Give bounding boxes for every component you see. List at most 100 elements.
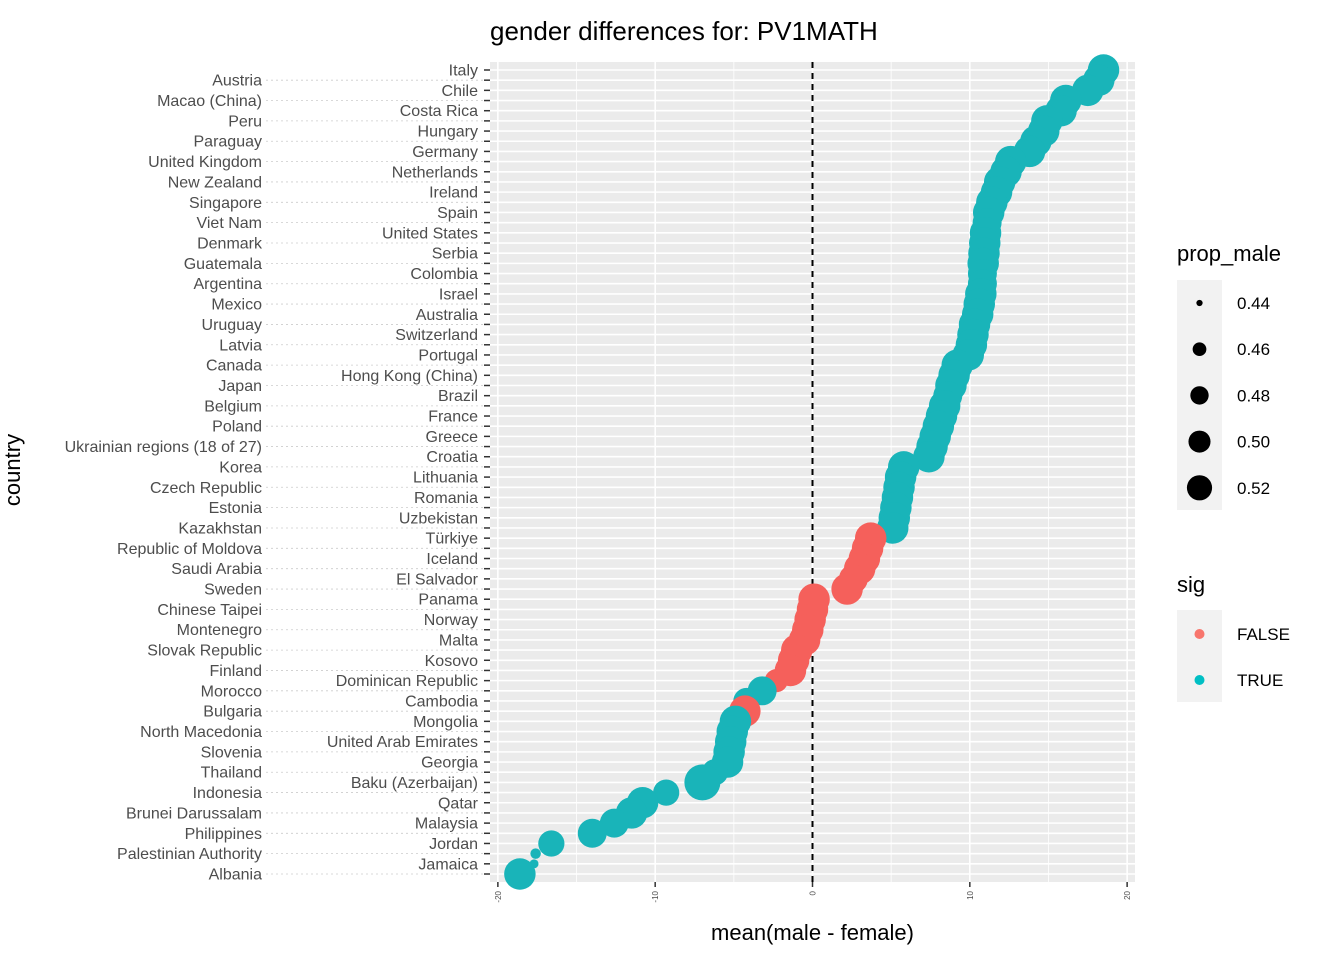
legend-size-title: prop_male [1177,241,1281,266]
legend-size-label: 0.48 [1237,386,1270,405]
legend-size-key [1188,430,1211,453]
y-tick-label: Ukrainian regions (18 of 27) [65,439,262,456]
legend-size-key [1186,475,1213,501]
y-tick-label: Serbia [432,246,478,263]
y-tick-label: Macao (China) [157,93,262,110]
x-tick-label: -20 [494,890,503,902]
data-point: Malaysia [599,808,629,838]
y-tick-label: El Salvador [396,571,478,588]
y-tick-label: Hong Kong (China) [341,368,478,385]
legend-color-title: sig [1177,572,1205,597]
y-tick-label: Dominican Republic [336,673,478,690]
legend-color-label: TRUE [1237,671,1283,690]
y-tick-label: Saudi Arabia [171,561,262,578]
y-tick-label: Slovak Republic [147,643,262,660]
legend-size-key [1196,299,1203,307]
y-tick-label: North Macedonia [140,724,262,741]
y-tick-label: Denmark [197,236,263,253]
y-tick-label: Czech Republic [150,480,262,497]
y-tick-label: Ireland [429,185,478,202]
y-axis-labels: Italy Austria Chile Macao (China) Costa Rica… [65,63,490,884]
data-point: Sweden [831,573,863,605]
legend-size-label: 0.46 [1237,340,1270,359]
y-tick-label: Chile [442,83,479,100]
y-tick-label: Kosovo [425,653,478,670]
y-tick-label: Mexico [211,297,262,314]
legend-size-label: 0.50 [1237,433,1270,452]
y-tick-label: Morocco [201,683,262,700]
y-tick-label: Panama [418,592,478,609]
y-tick-label: Türkiye [426,531,479,548]
y-tick-label: Italy [449,63,478,80]
y-tick-label: Qatar [438,795,479,812]
y-tick-label: Belgium [204,398,262,415]
chart-title: gender differences for: PV1MATH [490,16,878,46]
y-tick-label: Switzerland [395,327,478,344]
x-tick-label: 0 [809,890,818,895]
y-tick-label: Lithuania [413,470,478,487]
y-tick-label: Austria [212,73,262,90]
y-tick-label: Hungary [418,124,478,141]
y-tick-label: Peru [228,113,262,130]
y-tick-label: Argentina [194,276,263,293]
y-tick-label: Jamaica [418,856,478,873]
y-tick-label: Romania [414,490,478,507]
y-tick-label: Colombia [410,266,478,283]
data-point: Indonesia [653,779,680,806]
y-tick-label: Japan [218,378,262,395]
y-tick-label: Guatemala [184,256,262,273]
y-tick-label: Indonesia [193,785,262,802]
y-tick-label: Paraguay [194,134,263,151]
data-point: Philippines [577,818,607,848]
legend-sig: sig FALSE TRUE [1177,572,1290,702]
y-tick-label: Baku (Azerbaijan) [351,775,478,792]
y-tick-label: Germany [412,144,478,161]
y-axis-title: country [0,434,25,506]
y-tick-label: Republic of Moldova [117,541,262,558]
legend-size-key [1192,342,1207,357]
y-tick-label: France [428,409,478,426]
x-tick-label: 20 [1123,890,1132,899]
y-tick-label: Greece [426,429,479,446]
y-tick-label: Latvia [219,337,262,354]
legend-size-label: 0.52 [1237,479,1270,498]
data-point: Palestinian Authority [530,848,541,859]
y-tick-label: United States [382,225,478,242]
y-tick-label: Kazakhstan [178,520,262,537]
y-tick-label: Portugal [418,347,478,364]
legend-color-label: FALSE [1237,625,1290,644]
legend-color-key [1194,629,1205,639]
data-point: Albania [504,858,536,890]
y-tick-label: Spain [437,205,478,222]
y-tick-label: Korea [219,459,262,476]
y-tick-label: Slovenia [201,744,262,761]
y-tick-label: Malaysia [415,816,478,833]
y-tick-label: Albania [209,867,262,884]
y-tick-label: Sweden [204,582,262,599]
y-tick-label: Viet Nam [196,215,262,232]
legend-prop-male: prop_male 0.44 0.46 0.48 0.50 0.52 [1177,241,1281,510]
y-tick-label: Uzbekistan [399,510,478,527]
y-tick-label: Netherlands [392,164,478,181]
data-point: Croatia [913,440,945,473]
x-axis-title: mean(male - female) [711,920,914,945]
y-tick-label: Singapore [189,195,262,212]
y-tick-label: Brunei Darussalam [126,805,262,822]
y-tick-label: Iceland [426,551,478,568]
x-tick-label: 10 [966,890,975,899]
y-tick-label: Finland [210,663,262,680]
y-tick-label: Poland [212,419,262,436]
y-tick-label: Philippines [185,826,262,843]
y-tick-label: Montenegro [177,622,262,639]
y-tick-label: Mongolia [413,714,478,731]
data-point: Jordan [538,830,565,857]
data-point: Baku (Azerbaijan) [684,764,721,801]
y-tick-label: Costa Rica [400,103,478,120]
y-tick-label: Norway [424,612,478,629]
legend-size-key [1190,386,1209,405]
y-tick-label: Chinese Taipei [157,602,262,619]
y-tick-label: Israel [439,286,478,303]
y-tick-label: Bulgaria [203,704,262,721]
